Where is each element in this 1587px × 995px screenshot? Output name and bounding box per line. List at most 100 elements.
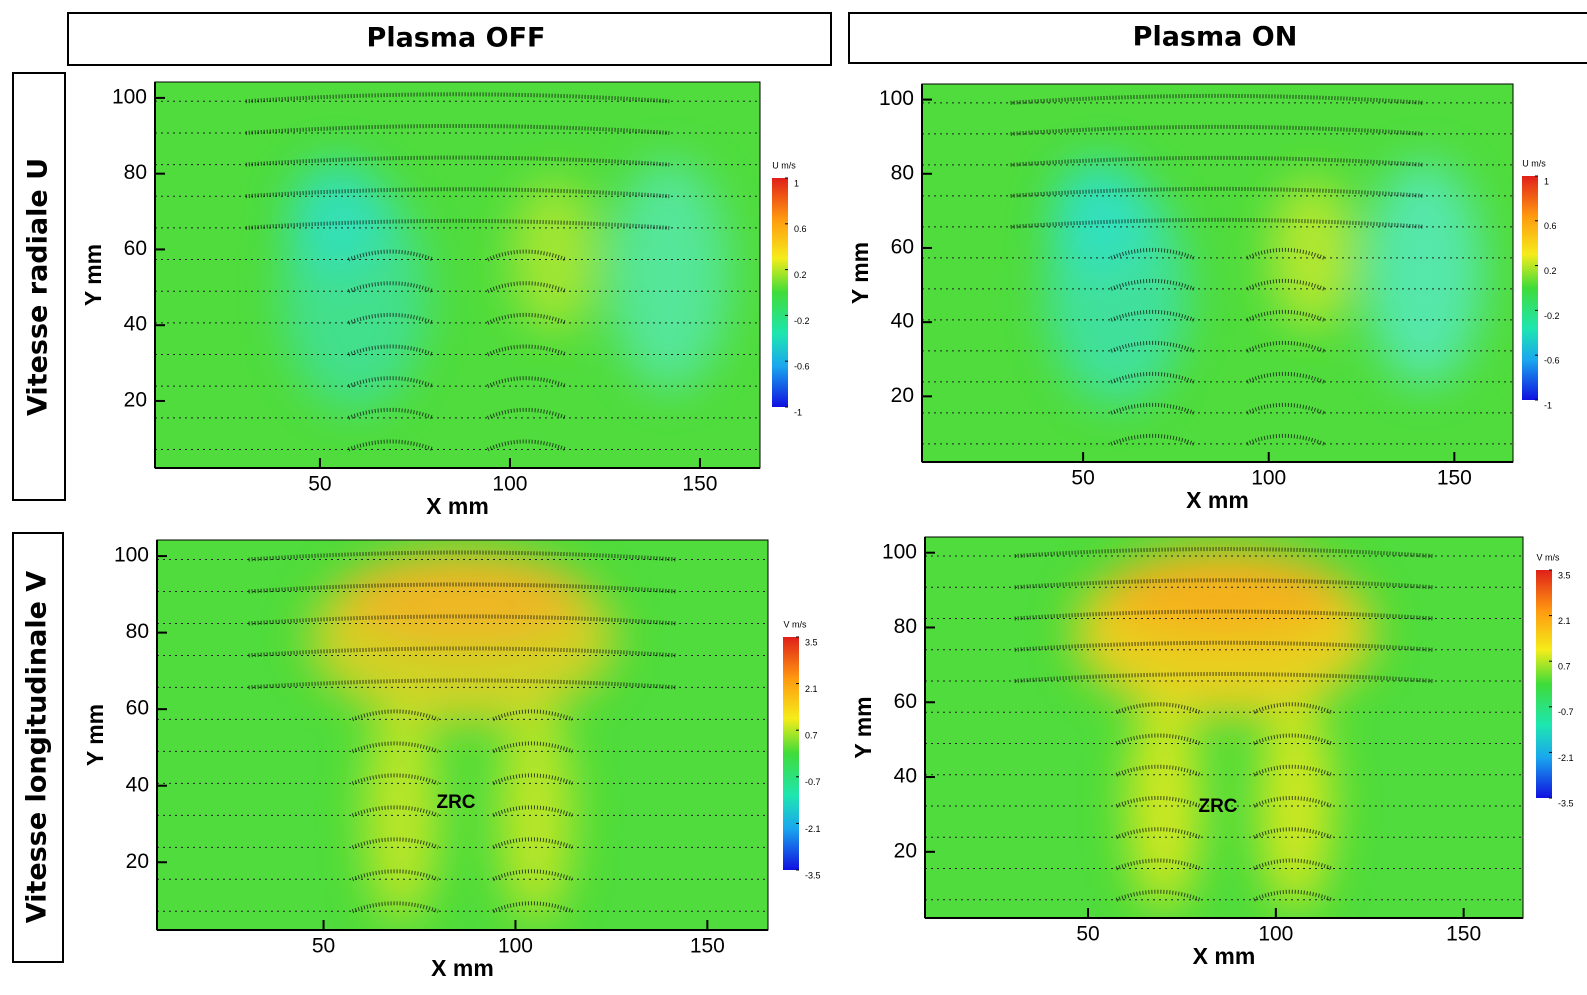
vector-jet xyxy=(245,155,670,167)
x-tick-label: 100 xyxy=(498,935,533,958)
column-header-box xyxy=(67,12,832,66)
y-tick-label: 40 xyxy=(894,765,917,788)
vector-jet xyxy=(1115,795,1333,808)
x-tick-label: 50 xyxy=(1076,923,1099,946)
colorbar-tick-label: 3.5 xyxy=(805,637,818,647)
column-header: Plasma ON xyxy=(1133,22,1298,53)
vector-field xyxy=(922,93,1513,446)
x-tick-label: 150 xyxy=(690,935,725,958)
y-tick-label: 60 xyxy=(126,697,149,720)
colorbar xyxy=(783,637,799,870)
vector-jet xyxy=(1115,889,1333,902)
vector-field xyxy=(157,550,768,914)
field-blob xyxy=(1104,548,1344,640)
row-header-box xyxy=(12,532,64,963)
y-tick-label: 100 xyxy=(112,85,147,108)
vector-jet xyxy=(1115,702,1333,715)
vector-jet xyxy=(351,773,574,786)
field-blob xyxy=(1052,159,1147,273)
contour-field xyxy=(157,540,768,930)
y-tick-label: 80 xyxy=(126,620,149,643)
vector-jet xyxy=(1110,433,1325,446)
colorbar-tick-label: -0.6 xyxy=(794,362,810,372)
field-blob xyxy=(364,703,439,923)
contour-field xyxy=(925,537,1523,918)
vector-jet xyxy=(245,92,670,104)
row-header-box xyxy=(12,72,66,501)
field-blobs xyxy=(282,159,730,411)
y-tick-label: 20 xyxy=(124,388,147,411)
field-blobs xyxy=(1074,548,1374,911)
colorbar-tick-label: -2.1 xyxy=(1558,753,1574,763)
y-tick-label: 100 xyxy=(879,87,914,110)
vector-field xyxy=(925,547,1523,902)
colorbar-tick-label: 0.2 xyxy=(1544,266,1557,276)
y-tick-label: 20 xyxy=(894,839,917,862)
y-tick-label: 80 xyxy=(894,615,917,638)
y-tick-label: 40 xyxy=(891,310,914,333)
vector-jet xyxy=(351,837,574,850)
vector-jet xyxy=(351,869,574,882)
colorbar-title: V m/s xyxy=(1536,552,1560,562)
field-blobs xyxy=(309,551,616,923)
vector-jet xyxy=(1115,733,1333,746)
x-tick-label: 50 xyxy=(312,935,335,958)
x-axis-label: X mm xyxy=(1186,487,1249,513)
colorbar-tick-label: 0.6 xyxy=(794,224,807,234)
colorbar-tick-label: -1 xyxy=(1544,400,1552,410)
y-tick-label: 60 xyxy=(894,690,917,713)
vector-jet xyxy=(248,678,677,690)
y-tick-label: 40 xyxy=(124,313,147,336)
vector-jet xyxy=(1110,278,1325,291)
row-header: Vitesse radiale U xyxy=(23,158,54,416)
vector-jet xyxy=(351,741,574,754)
vector-jet xyxy=(245,123,670,135)
vector-jet xyxy=(245,218,670,230)
column-header: Plasma OFF xyxy=(367,23,546,54)
colorbar-tick-label: -0.6 xyxy=(1544,356,1560,366)
vector-jet xyxy=(248,646,677,658)
contour-field xyxy=(922,84,1513,462)
vector-jet xyxy=(1110,402,1325,415)
x-tick-label: 150 xyxy=(682,473,717,496)
field-blob xyxy=(340,551,585,646)
row-header: Vitesse longitudinale V xyxy=(22,571,53,923)
colorbar-tick-label: -3.5 xyxy=(805,870,821,880)
colorbar-tick-label: -2.1 xyxy=(805,824,821,834)
colorbar-tick-label: -3.5 xyxy=(1558,798,1574,808)
vector-jet xyxy=(1110,309,1325,322)
colorbar-tick-label: 2.1 xyxy=(1558,616,1571,626)
vector-field xyxy=(155,92,760,452)
x-tick-label: 100 xyxy=(1251,467,1286,490)
x-tick-label: 150 xyxy=(1446,923,1481,946)
colorbar-tick-label: -0.7 xyxy=(1558,707,1574,717)
x-tick-label: 150 xyxy=(1437,467,1472,490)
vector-jet xyxy=(1115,827,1333,840)
colorbar-tick-label: 3.5 xyxy=(1558,570,1571,580)
vector-jet xyxy=(351,901,574,914)
y-tick-label: 80 xyxy=(891,161,914,184)
vector-jet xyxy=(248,550,677,562)
x-tick-label: 100 xyxy=(492,473,527,496)
vector-jet xyxy=(1110,340,1325,353)
y-axis-label: Y mm xyxy=(847,242,873,304)
colorbar xyxy=(1536,570,1552,798)
y-tick-label: 20 xyxy=(891,384,914,407)
y-tick-label: 60 xyxy=(891,236,914,259)
colorbar-tick-label: 1 xyxy=(1544,176,1549,186)
field-blob xyxy=(1365,159,1484,387)
colorbar-title: U m/s xyxy=(772,160,796,170)
x-tick-label: 50 xyxy=(1071,467,1094,490)
vector-jet xyxy=(1115,764,1333,777)
field-blob xyxy=(499,703,573,923)
colorbar xyxy=(1522,176,1538,400)
colorbar-tick-label: 0.7 xyxy=(1558,662,1571,672)
vector-jet xyxy=(1110,247,1325,260)
x-axis-label: X mm xyxy=(431,955,494,981)
y-tick-label: 80 xyxy=(124,161,147,184)
